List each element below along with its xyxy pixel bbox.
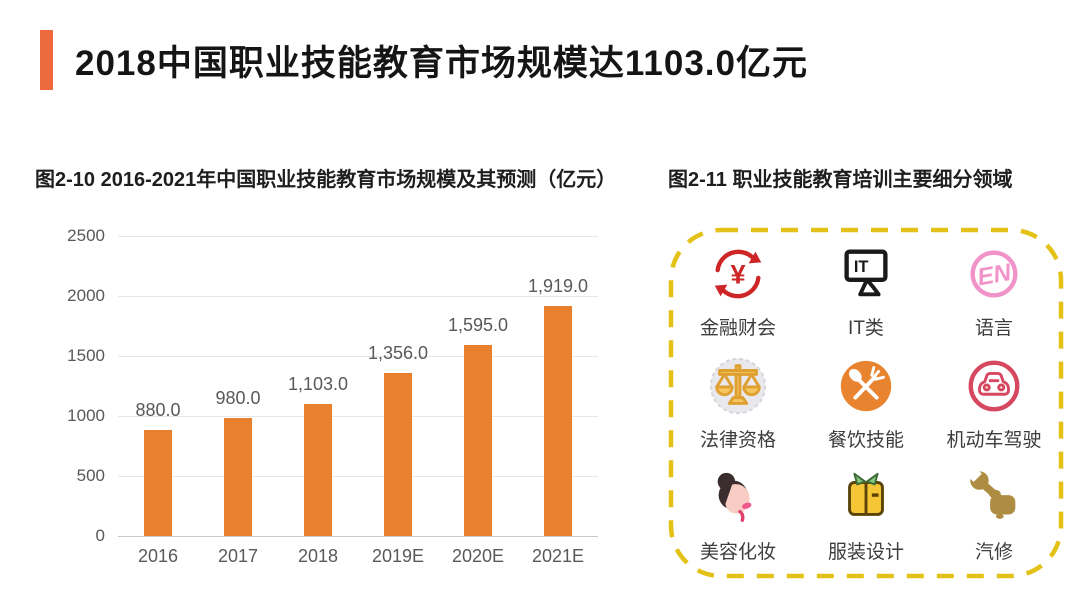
bar-value-label: 880.0 (135, 400, 181, 421)
bar-value-label: 980.0 (215, 388, 261, 409)
gridline (118, 536, 598, 537)
y-tick-label: 500 (76, 466, 105, 485)
bar-2021E (543, 305, 572, 536)
x-axis: 2016 2017 2018 2019E 2020E 2021E (118, 546, 598, 567)
y-tick-label: 2500 (67, 226, 105, 245)
gridline (118, 236, 598, 237)
x-tick-label: 2019E (371, 546, 425, 566)
category-label: 餐饮技能 (827, 429, 904, 451)
title-accent-bar (40, 30, 53, 90)
bar-value-label: 1,103.0 (287, 373, 349, 394)
law-icon (709, 357, 767, 414)
beauty-icon (717, 472, 752, 522)
bar-2017 (224, 418, 252, 536)
category-label: 金融财会 (699, 317, 776, 339)
x-tick-label: 2021E (531, 546, 585, 566)
bar-2018 (304, 403, 332, 536)
category-label: 机动车驾驶 (946, 429, 1042, 451)
bar-2016 (143, 430, 172, 536)
it-icon: IT (844, 249, 888, 296)
category-label: 法律资格 (699, 429, 776, 451)
y-tick-label: 0 (95, 526, 105, 545)
x-tick-label: 2016 (137, 546, 179, 566)
category-panel: ¥ 金融财会 IT IT类 EN (668, 227, 1064, 579)
category-law: 法律资格 (674, 347, 802, 459)
y-tick-label: 1500 (67, 346, 105, 365)
driving-icon (968, 360, 1020, 411)
category-auto-repair: 汽修 (930, 459, 1058, 571)
market-size-chart-section: 图2-10 2016-2021年中国职业技能教育市场规模及其预测（亿元） 0 50… (35, 163, 650, 567)
category-language: EN 语言 (930, 235, 1058, 347)
y-tick-label: 1000 (67, 406, 105, 425)
category-panel-section: 图2-11 职业技能教育培训主要细分领域 ¥ 金融财会 (668, 163, 1066, 579)
bar-2020E (464, 344, 492, 536)
x-tick-label: 2018 (297, 546, 339, 566)
it-glyph: IT (854, 258, 869, 276)
category-label: 语言 (974, 317, 1013, 339)
language-icon: EN (970, 250, 1018, 297)
y-axis: 0 500 1000 1500 2000 2500 (35, 226, 105, 545)
y-tick-label: 2000 (67, 286, 105, 305)
category-cooking: 餐饮技能 (802, 347, 930, 459)
category-label: 服装设计 (827, 541, 904, 563)
x-tick-label: 2017 (217, 546, 259, 566)
category-beauty: 美容化妆 (674, 459, 802, 571)
gridline (118, 476, 598, 477)
category-grid: ¥ 金融财会 IT IT类 EN (674, 235, 1058, 571)
panel-title: 图2-11 职业技能教育培训主要细分领域 (668, 169, 1013, 191)
gridline (118, 416, 598, 417)
bar-value-label: 1,356.0 (367, 343, 429, 364)
finance-icon: ¥ (714, 249, 762, 298)
category-fashion: 服装设计 (802, 459, 930, 571)
gridline (118, 356, 598, 357)
category-it: IT IT类 (802, 235, 930, 347)
bar-value-label: 1,919.0 (527, 275, 589, 296)
dashed-border (668, 227, 1064, 579)
page-title: 2018中国职业技能教育市场规模达1103.0亿元 (75, 43, 808, 83)
category-label: IT类 (848, 317, 884, 339)
bar-value-label: 1,595.0 (447, 314, 509, 335)
yuan-glyph: ¥ (730, 258, 745, 289)
cooking-icon (840, 360, 892, 411)
category-label: 美容化妆 (699, 541, 776, 563)
x-tick-label: 2020E (451, 546, 505, 566)
bar-2019E (384, 373, 412, 536)
header: 2018中国职业技能教育市场规模达1103.0亿元 (40, 30, 808, 90)
category-label: 汽修 (974, 541, 1013, 563)
fashion-icon (848, 472, 884, 516)
plot-area: 880.0 980.0 1,103.0 1,356.0 1,595.0 1,919.0 (118, 236, 598, 537)
category-driving: 机动车驾驶 (930, 347, 1058, 459)
auto-repair-icon (965, 466, 1016, 519)
category-finance: ¥ 金融财会 (674, 235, 802, 347)
gridline (118, 296, 598, 297)
chart-title: 图2-10 2016-2021年中国职业技能教育市场规模及其预测（亿元） (35, 169, 617, 191)
en-glyph: EN (975, 258, 1013, 291)
bar-chart: 0 500 1000 1500 2000 2500 880.0 980.0 1,103.0 1,… (35, 226, 650, 545)
